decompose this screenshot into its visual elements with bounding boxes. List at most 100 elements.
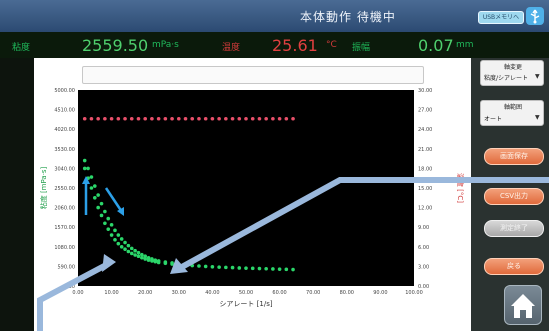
series-0-point (103, 221, 107, 226)
x-tick-label: 100.00 (405, 290, 423, 296)
series-0-point (99, 213, 104, 218)
series-1-point (106, 216, 111, 221)
amplitude-label: 振幅 (352, 43, 371, 53)
y-tick-label: 2060.00 (54, 206, 75, 212)
y2-tick-label: 24.00 (418, 127, 432, 133)
series-1-point (89, 175, 94, 179)
x-tick-label: 60.00 (272, 290, 286, 296)
y-tick-label: 3040.00 (54, 166, 75, 172)
series-0-point (119, 245, 124, 249)
series-2-point (129, 116, 134, 121)
x-tick-label: 50.00 (239, 290, 253, 296)
series-2-point (89, 116, 94, 121)
series-1-point (143, 254, 147, 259)
series-2-point (250, 116, 255, 121)
series-0-point (197, 264, 201, 268)
y-tick-label: 590.00 (58, 264, 76, 270)
y2-tick-label: 3.00 (418, 264, 429, 270)
series-0-point (93, 196, 97, 200)
series-2-point (264, 116, 268, 121)
y2-tick-label: 12.00 (418, 206, 432, 212)
range-select-value: オート (484, 116, 503, 123)
temperature-unit: °C (326, 40, 337, 50)
back-button[interactable]: 戻る (484, 258, 544, 275)
series-2-point (210, 116, 215, 121)
series-0-point (129, 251, 134, 256)
axis-select-label-text: 軸変更 (503, 64, 522, 71)
series-1-point (153, 258, 158, 262)
series-2-point (197, 116, 201, 121)
series-0-point (237, 266, 242, 270)
home-button[interactable] (504, 285, 542, 325)
y-tick-label: 5000.00 (54, 88, 75, 94)
y2-tick-label: 30.00 (418, 88, 432, 94)
y2-tick-label: 6.00 (418, 245, 429, 251)
series-1-point (126, 243, 131, 248)
x-tick-label: 20.00 (138, 290, 152, 296)
axis-select-value: 粘度/シアレート (484, 75, 529, 82)
series-0-point (224, 265, 228, 270)
series-2-point (177, 116, 181, 121)
series-0-point (177, 262, 181, 267)
series-0-point (183, 263, 188, 268)
y-tick-label: 4020.00 (54, 127, 75, 133)
x-tick-label: 10.00 (104, 290, 118, 296)
series-0-point (89, 186, 94, 190)
series-1-point (170, 261, 174, 265)
csv-export-button[interactable]: CSV出力 (484, 188, 544, 205)
series-0-point (291, 267, 295, 272)
series-1-point (156, 259, 161, 263)
usb-export-button[interactable]: USBメモリへ (478, 11, 524, 24)
save-screen-button[interactable]: 画面保存 (484, 148, 544, 165)
series-2-point (291, 116, 295, 121)
x-tick-label: 40.00 (205, 290, 219, 296)
series-1-point (116, 233, 121, 237)
series-2-point (109, 116, 114, 121)
series-0-point (244, 266, 248, 270)
readout-bar: 粘度 2559.50 mPa·s 温度 25.61 °C 振幅 0.07 mm (0, 32, 549, 58)
series-0-point (96, 205, 100, 210)
series-0-point (109, 233, 114, 237)
y-tick-label: 1080.00 (54, 245, 75, 251)
usb-icon[interactable] (526, 7, 544, 25)
y2-tick-label: 21.00 (418, 147, 432, 153)
series-2-point (257, 116, 262, 121)
series-2-point (123, 116, 127, 121)
series-1-point (123, 240, 127, 245)
series-2-point (116, 116, 121, 121)
series-2-point (237, 116, 242, 121)
chart-panel: 0.00 590.00 1080.00 1570.00 2060.00 2550.00 30… (34, 58, 471, 331)
series-0-point (277, 267, 282, 271)
viscosity-label: 粘度 (12, 43, 31, 53)
x-tick-label: 0.00 (72, 290, 83, 296)
home-icon (511, 294, 535, 318)
series-0-point (271, 267, 275, 271)
temperature-value: 25.61 (272, 36, 318, 55)
series-1-point (140, 252, 144, 257)
range-select[interactable] (480, 100, 544, 126)
series-2-point (156, 116, 161, 121)
series-0-point (230, 265, 235, 270)
y-tick-label: 4510.00 (54, 108, 75, 114)
y2-tick-label: 9.00 (418, 225, 429, 231)
series-0-point (217, 265, 221, 269)
x-tick-label: 90.00 (373, 290, 387, 296)
series-2-point (224, 116, 228, 121)
axis-select[interactable] (480, 60, 544, 86)
series-2-point (271, 116, 275, 121)
viscosity-value: 2559.50 (82, 36, 149, 55)
y2-tick-label: 15.00 (418, 186, 432, 192)
series-1-point (129, 246, 134, 251)
series-2-point (183, 116, 188, 121)
series-1-point (109, 223, 114, 227)
series-0-point (86, 176, 90, 180)
range-select-label: 軸範囲 (503, 104, 522, 111)
y-tick-label: 1570.00 (54, 225, 75, 231)
y2-tick-label: 18.00 (418, 166, 432, 172)
series-2-point (277, 116, 282, 121)
y-tick-label: 3530.00 (54, 147, 75, 153)
series-1-point (133, 248, 137, 253)
end-measurement-button[interactable]: 測定終了 (484, 220, 544, 237)
series-1-point (136, 250, 141, 255)
